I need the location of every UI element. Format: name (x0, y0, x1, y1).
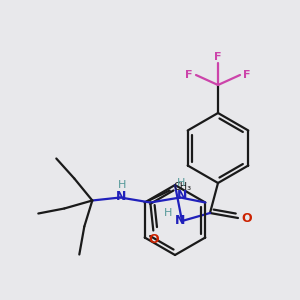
Text: N: N (116, 190, 127, 203)
Text: H: H (118, 179, 127, 190)
Text: N: N (175, 214, 185, 226)
Text: O: O (242, 212, 252, 224)
Text: F: F (214, 52, 222, 62)
Text: O: O (148, 233, 159, 246)
Text: H: H (164, 208, 172, 218)
Text: H: H (177, 178, 185, 188)
Text: F: F (243, 70, 251, 80)
Text: CH₃: CH₃ (174, 182, 192, 193)
Text: F: F (185, 70, 193, 80)
Text: N: N (177, 189, 188, 202)
